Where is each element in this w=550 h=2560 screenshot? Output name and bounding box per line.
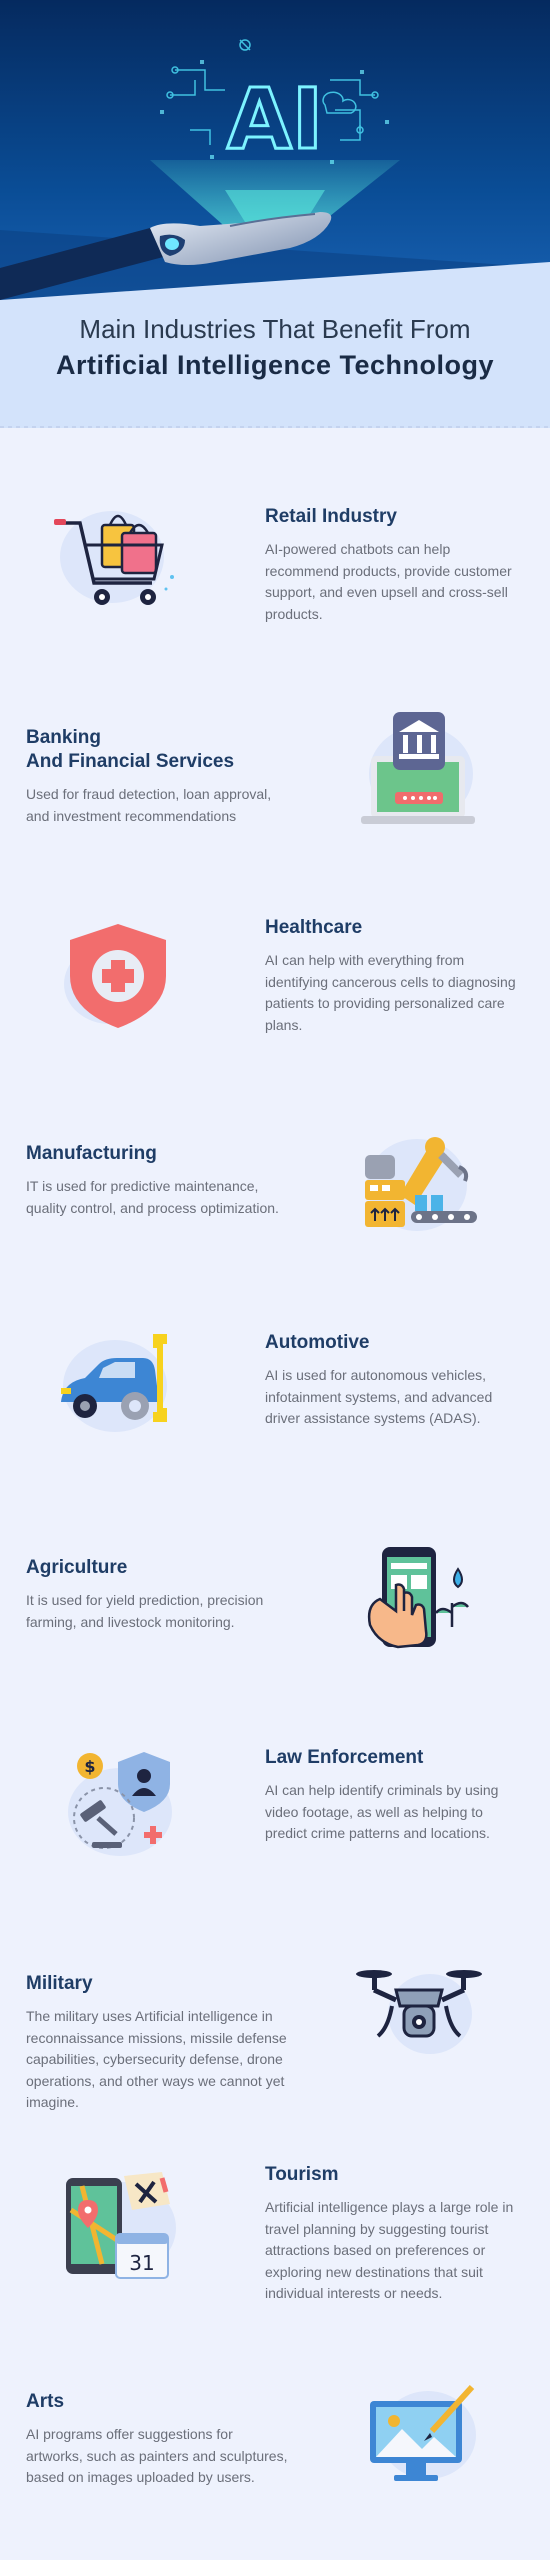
robot-arm-icon [365,1137,477,1231]
manufacturing-description: IT is used for predictive maintenance, q… [26,1178,279,1216]
retail-description: AI-powered chatbots can help recommend p… [265,541,512,622]
arts-section: Arts AI programs offer suggestions for a… [26,2390,291,2489]
hero-title-line1: Main Industries That Benefit From [79,314,471,344]
banking-title-line1: Banking [26,727,101,748]
calendar-day: 31 [129,2251,154,2275]
automotive-section: Automotive AI is used for autonomous veh… [265,1331,525,1430]
manufacturing-section: Manufacturing IT is used for predictive … [26,1142,291,1219]
banking-section: Banking And Financial Services Used for … [26,726,291,827]
svg-text:$: $ [84,1757,95,1776]
law-enforcement-description: AI can help identify criminals by using … [265,1782,499,1841]
bank-laptop-icon [361,712,475,824]
car-wrench-icon [61,1334,167,1432]
art-monitor-icon [370,2384,476,2481]
automotive-description: AI is used for autonomous vehicles, info… [265,1367,493,1426]
hero-illustration: AI [0,0,550,318]
shopping-cart-icon [54,511,174,605]
medical-shield-icon [64,924,166,1028]
hero-title-band [0,300,550,428]
drone-icon [356,1970,482,2054]
military-section: Military The military uses Artificial in… [26,1972,291,2114]
healthcare-title: Healthcare [265,917,363,938]
manufacturing-title: Manufacturing [26,1143,157,1164]
banking-title: Banking And Financial Services [26,726,291,774]
healthcare-description: AI can help with everything from identif… [265,952,516,1033]
tourism-section: Tourism Artificial intelligence plays a … [265,2163,525,2305]
military-title: Military [26,1973,93,1994]
agriculture-section: Agriculture It is used for yield predict… [26,1556,291,1633]
retail-title: Retail Industry [265,506,397,527]
law-enforcement-section: Law Enforcement AI can help identify cri… [265,1746,525,1845]
travel-map-icon: 31 [66,2172,176,2279]
hero-title-line2: Artificial Intelligence Technology [55,350,495,380]
tourism-description: Artificial intelligence plays a large ro… [265,2199,514,2301]
banking-title-line2: And Financial Services [26,751,235,772]
law-enforcement-icon: $ [68,1752,172,1856]
automotive-title: Automotive [265,1332,370,1353]
retail-section: Retail Industry AI-powered chatbots can … [265,505,525,625]
law-enforcement-title: Law Enforcement [265,1747,424,1768]
banking-description: Used for fraud detection, loan approval,… [26,786,272,824]
healthcare-section: Healthcare AI can help with everything f… [265,916,525,1036]
agriculture-title: Agriculture [26,1557,128,1578]
smart-farming-phone-icon [367,1547,469,1649]
military-description: The military uses Artificial intelligenc… [26,2008,287,2110]
ai-logo-text: AI [227,70,323,168]
hero-divider [0,426,550,428]
agriculture-description: It is used for yield prediction, precisi… [26,1592,264,1630]
arts-title: Arts [26,2391,65,2412]
arts-description: AI programs offer suggestions for artwor… [26,2426,288,2485]
tourism-title: Tourism [265,2164,339,2185]
